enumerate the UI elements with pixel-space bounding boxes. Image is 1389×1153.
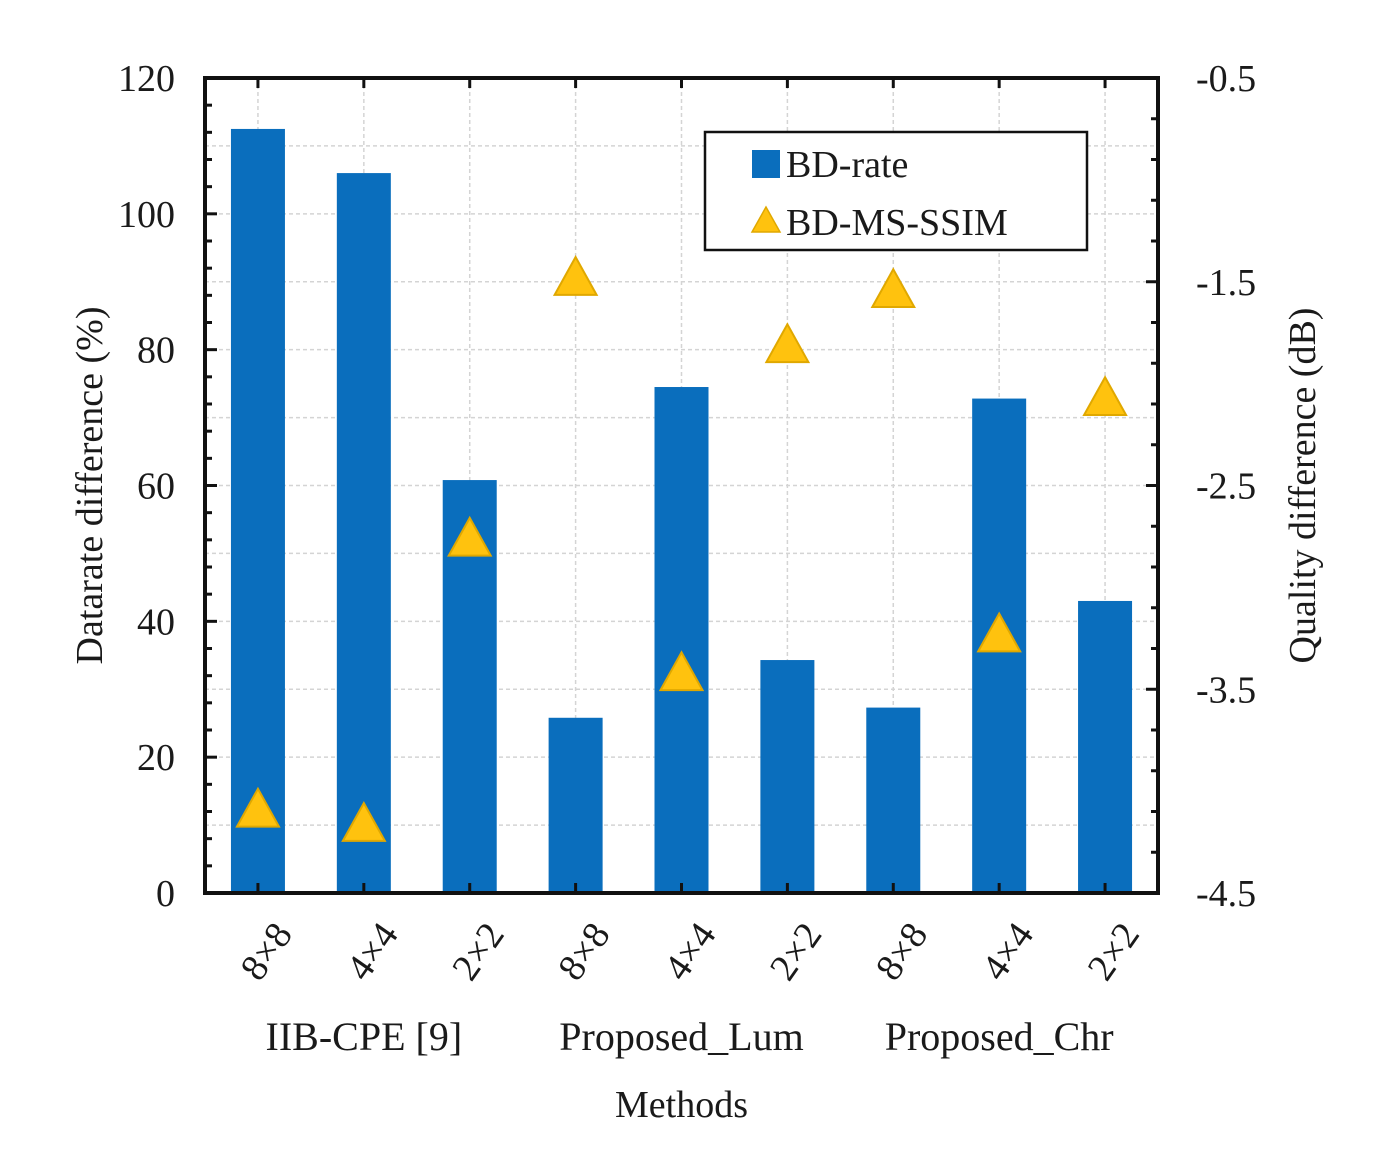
- marker-point: [870, 267, 916, 309]
- y-tick-label: 80: [137, 330, 175, 372]
- y-axis-title: Datarate difference (%): [69, 307, 111, 665]
- legend-label-bd-ms-ssim: BD-MS-SSIM: [786, 202, 1008, 244]
- group-label: Proposed_Lum: [559, 1014, 803, 1059]
- marker-point: [341, 801, 387, 842]
- y-tick-label: 120: [118, 58, 175, 100]
- y2-tick-label: -1.5: [1196, 262, 1256, 304]
- x-tick-label: 4×4: [656, 915, 724, 988]
- x-tick-label: 2×2: [762, 915, 830, 988]
- group-label: Proposed_Chr: [885, 1014, 1114, 1059]
- y2-tick-label: -2.5: [1196, 466, 1256, 508]
- x-tick-label: 2×2: [1080, 915, 1148, 988]
- y2-tick-label: -0.5: [1196, 58, 1256, 100]
- x-axis-title: Methods: [615, 1084, 748, 1126]
- bar: [760, 660, 815, 893]
- y-tick-label: 60: [137, 466, 175, 508]
- y2-axis-title: Quality difference (dB): [1282, 308, 1324, 664]
- x-tick-label: 4×4: [974, 915, 1042, 988]
- bar: [548, 717, 603, 893]
- x-tick-label: 2×2: [444, 915, 512, 988]
- legend-marker-swatch: [750, 205, 782, 233]
- marker-point: [658, 650, 705, 692]
- x-tick-label: 8×8: [232, 915, 300, 988]
- group-label: IIB-CPE [9]: [266, 1014, 463, 1059]
- y-tick-labels: 0 20 40 60 80 100 120: [118, 58, 175, 915]
- marker-point: [976, 611, 1022, 653]
- tick-marks: [205, 76, 1158, 895]
- y-tick-label: 100: [118, 194, 175, 236]
- bar: [866, 707, 921, 893]
- bar: [1078, 600, 1133, 893]
- legend: BD-rate BD-MS-SSIM: [703, 130, 1089, 252]
- y2-tick-label: -4.5: [1196, 873, 1256, 915]
- x-tick-label: 8×8: [550, 915, 618, 988]
- bar: [654, 387, 709, 893]
- bar: [230, 128, 285, 893]
- marker-point: [447, 515, 493, 557]
- x-tick-labels: 8×8 4×4 2×2 8×8 4×4 2×2 8×8 4×4 2×2: [232, 915, 1148, 988]
- y2-tick-labels: -4.5 -3.5 -2.5 -1.5 -0.5: [1196, 58, 1256, 915]
- legend-bar-swatch: [752, 150, 780, 178]
- marker-point: [764, 322, 811, 364]
- marker-point: [552, 254, 599, 296]
- marker-point: [235, 786, 281, 828]
- y2-tick-label: -3.5: [1196, 669, 1256, 711]
- marker-point: [1082, 375, 1128, 417]
- legend-label-bd-rate: BD-rate: [786, 144, 908, 186]
- x-tick-label: 4×4: [338, 915, 406, 988]
- y-tick-label: 20: [137, 737, 175, 779]
- x-tick-label: 8×8: [868, 915, 936, 988]
- group-labels: IIB-CPE [9] Proposed_Lum Proposed_Chr: [266, 1014, 1114, 1059]
- y-tick-label: 0: [156, 873, 175, 915]
- bar: [336, 173, 391, 894]
- marker-series: [235, 254, 1128, 842]
- y-tick-label: 40: [137, 601, 175, 643]
